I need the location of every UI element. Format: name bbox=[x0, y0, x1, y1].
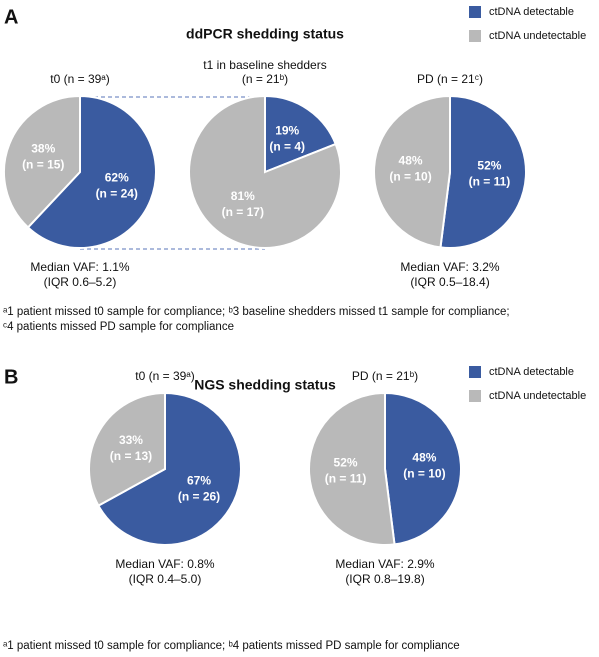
pie-slice bbox=[188, 94, 342, 249]
footnote: ᶜ4 patients missed PD sample for complia… bbox=[3, 321, 234, 333]
panel-label: B bbox=[4, 366, 18, 388]
annotation: (IQR 0.8–19.8) bbox=[345, 572, 424, 586]
slice-label: 33% bbox=[119, 433, 143, 447]
legend-label: ctDNA detectable bbox=[489, 6, 574, 18]
pie-slice bbox=[26, 94, 157, 249]
slice-label: 52% bbox=[334, 456, 358, 470]
chart-title: PD (n = 21ᶜ) bbox=[417, 72, 483, 86]
chart-title: (n = 21ᵇ) bbox=[242, 72, 288, 86]
legend-swatch bbox=[469, 6, 481, 18]
slice-count: (n = 13) bbox=[110, 449, 152, 463]
panel-label: A bbox=[4, 6, 18, 28]
slice-label: 62% bbox=[105, 171, 129, 185]
slice-count: (n = 10) bbox=[389, 170, 431, 184]
annotation: (IQR 0.6–5.2) bbox=[44, 275, 117, 289]
legend-swatch bbox=[469, 30, 481, 42]
slice-label: 19% bbox=[275, 123, 299, 137]
annotation: (IQR 0.4–5.0) bbox=[129, 572, 202, 586]
chart-title: t0 (n = 39ᵃ) bbox=[50, 72, 110, 86]
annotation: Median VAF: 1.1% bbox=[30, 260, 129, 274]
slice-count: (n = 17) bbox=[222, 205, 264, 219]
panel-title: NGS shedding status bbox=[194, 377, 336, 393]
annotation: (IQR 0.5–18.4) bbox=[410, 275, 489, 289]
annotation: Median VAF: 0.8% bbox=[115, 557, 214, 571]
slice-label: 67% bbox=[187, 473, 211, 487]
legend-label: ctDNA undetectable bbox=[489, 390, 586, 402]
annotation: Median VAF: 3.2% bbox=[400, 260, 499, 274]
pie-slice bbox=[97, 391, 242, 546]
pie-slice bbox=[88, 391, 166, 507]
slice-label: 48% bbox=[412, 451, 436, 465]
pie-slice bbox=[384, 391, 462, 546]
panel-title: ddPCR shedding status bbox=[186, 26, 344, 42]
legend-label: ctDNA detectable bbox=[489, 366, 574, 378]
slice-label: 52% bbox=[477, 159, 501, 173]
footnote: ᵃ1 patient missed t0 sample for complian… bbox=[3, 306, 510, 318]
annotation: Median VAF: 2.9% bbox=[335, 557, 434, 571]
slice-label: 38% bbox=[31, 142, 55, 156]
footnote: ᵃ1 patient missed t0 sample for complian… bbox=[3, 640, 460, 652]
pie-slice bbox=[264, 94, 337, 174]
slice-count: (n = 4) bbox=[269, 139, 305, 153]
slice-count: (n = 24) bbox=[96, 187, 138, 201]
chart-title: t1 in baseline shedders bbox=[203, 58, 326, 72]
pie-slice bbox=[373, 94, 451, 249]
slice-count: (n = 15) bbox=[22, 158, 64, 172]
pie-slice bbox=[3, 94, 81, 229]
chart-title: PD (n = 21ᵇ) bbox=[352, 369, 418, 383]
legend-label: ctDNA undetectable bbox=[489, 30, 586, 42]
slice-count: (n = 26) bbox=[178, 489, 220, 503]
pie-slice bbox=[308, 391, 396, 546]
slice-count: (n = 11) bbox=[469, 175, 511, 189]
legend-swatch bbox=[469, 366, 481, 378]
slice-label: 48% bbox=[399, 154, 423, 168]
chart-title: t0 (n = 39ᵃ) bbox=[135, 369, 195, 383]
slice-label: 81% bbox=[231, 189, 255, 203]
legend-swatch bbox=[469, 390, 481, 402]
slice-count: (n = 10) bbox=[403, 467, 445, 481]
pie-slice bbox=[439, 94, 527, 249]
slice-count: (n = 11) bbox=[325, 472, 367, 486]
